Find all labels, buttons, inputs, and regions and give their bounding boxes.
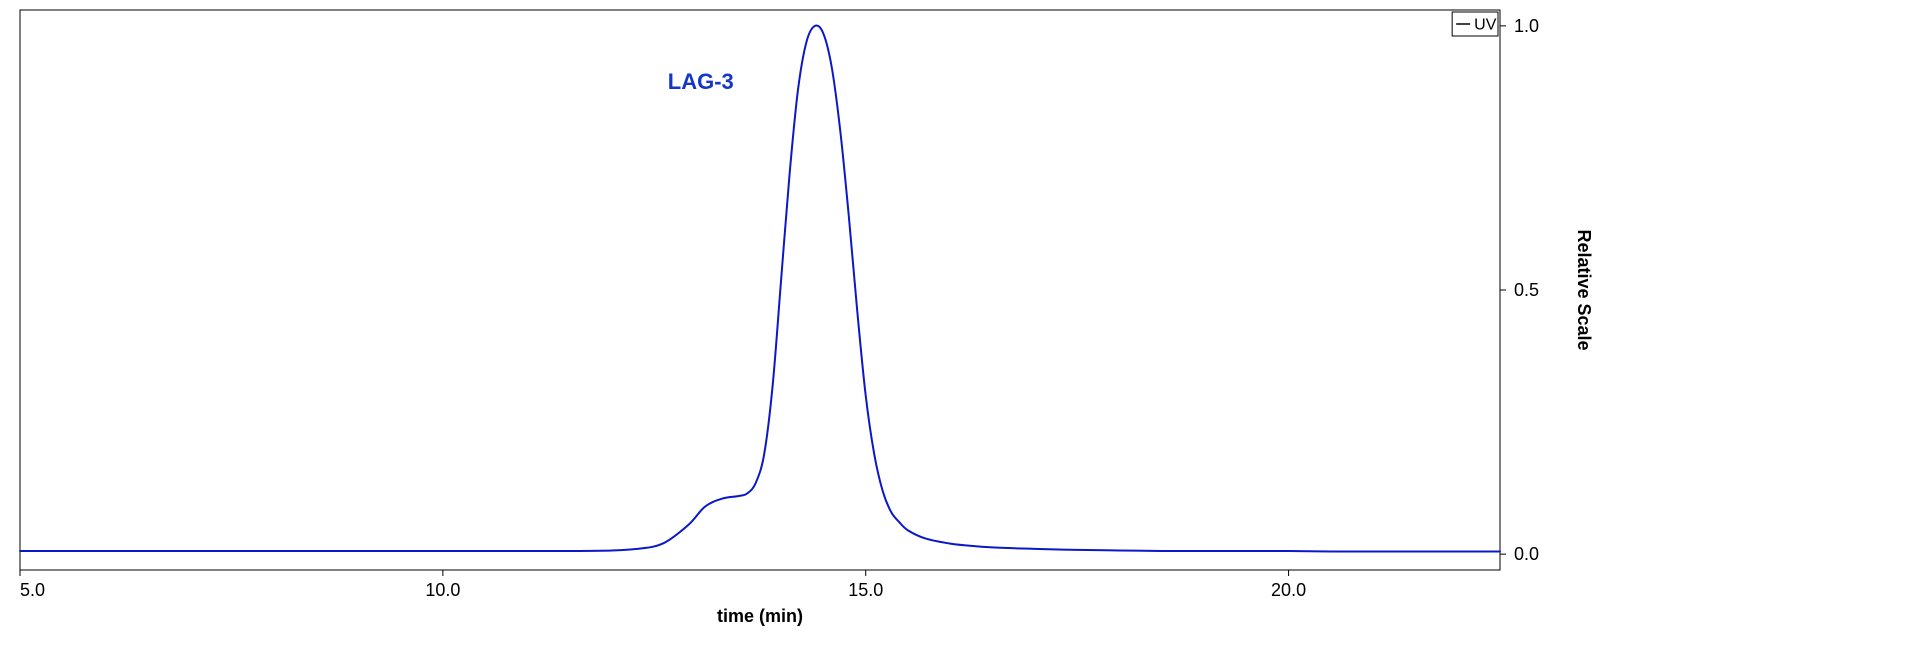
chart-background — [0, 0, 1920, 672]
x-tick-label: 5.0 — [20, 580, 45, 600]
y-axis-title: Relative Scale — [1574, 229, 1594, 350]
x-tick-label: 15.0 — [848, 580, 883, 600]
peak-label: LAG-3 — [668, 69, 734, 94]
legend-label: UV — [1474, 17, 1497, 34]
chromatogram-chart: 5.0 10.0 15.0 20.0 time (min) 0.0 0.5 1.0 Relati… — [0, 0, 1920, 672]
x-tick-label: 10.0 — [425, 580, 460, 600]
chart-svg: 5.0 10.0 15.0 20.0 time (min) 0.0 0.5 1.0 Relati… — [0, 0, 1920, 672]
x-axis-title: time (min) — [717, 606, 803, 626]
y-tick-label: 0.0 — [1514, 544, 1539, 564]
x-tick-label: 20.0 — [1271, 580, 1306, 600]
y-tick-label: 0.5 — [1514, 280, 1539, 300]
y-tick-label: 1.0 — [1514, 16, 1539, 36]
